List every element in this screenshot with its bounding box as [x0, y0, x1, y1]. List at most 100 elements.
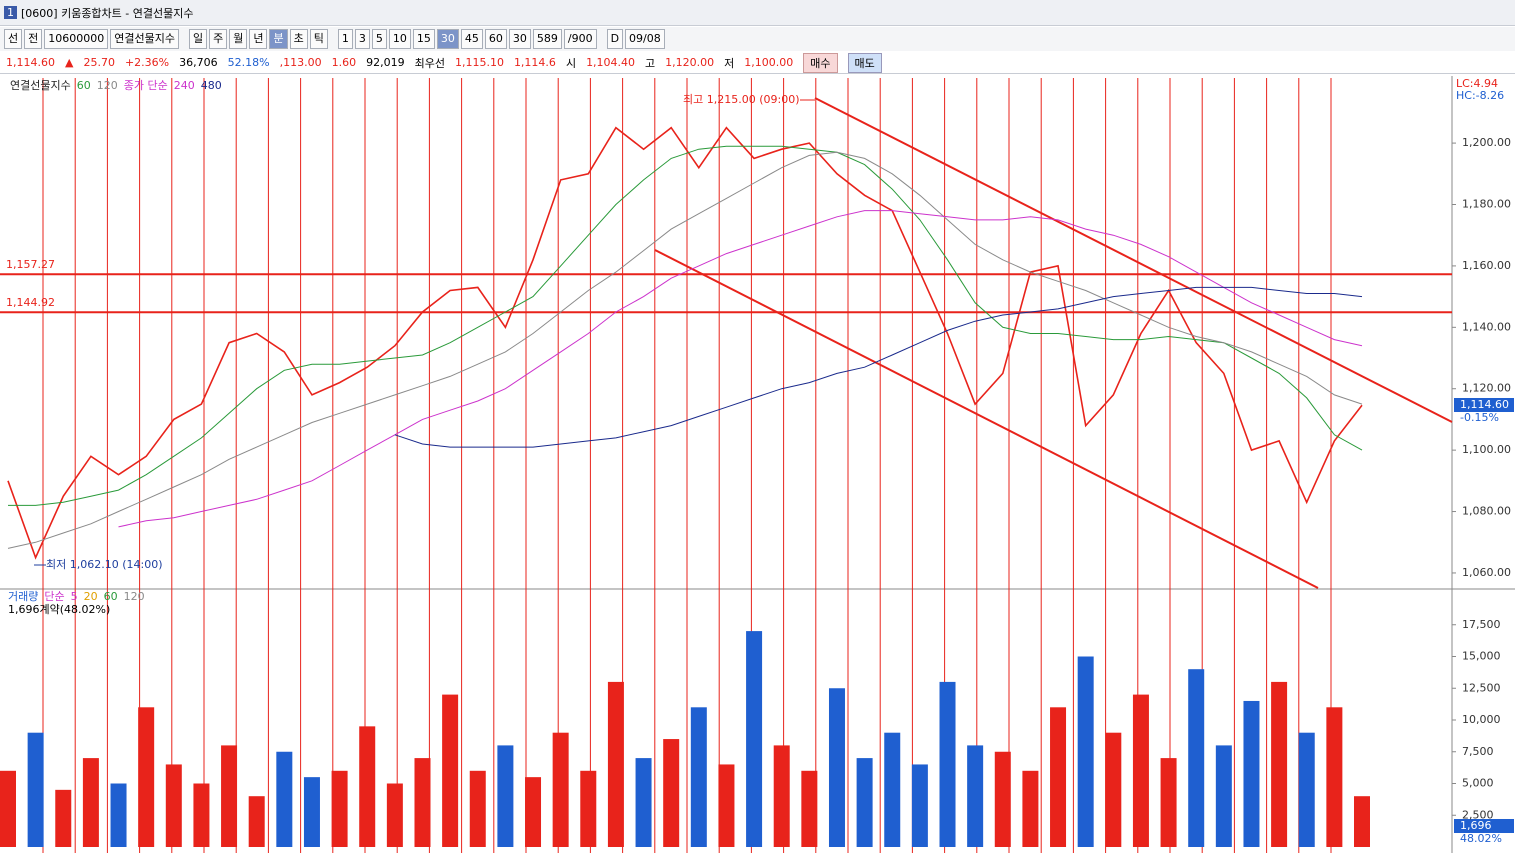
legend-entry: 단순 [44, 590, 64, 603]
volume-bar [994, 751, 1011, 847]
legend-entry: 5 [71, 590, 78, 603]
toolbar-item[interactable]: 15 [412, 29, 435, 49]
y-tick-label: 7,500 [1462, 745, 1494, 758]
volume-bar [386, 783, 403, 847]
y-tick-label: 1,180.00 [1462, 198, 1511, 211]
volume-bar [110, 783, 127, 847]
volume-bar [746, 631, 763, 847]
legend-label: 종가 단순 [124, 79, 168, 92]
toolbar-item[interactable]: /900 [563, 29, 597, 49]
volume-bar [773, 745, 790, 847]
toolbar-item[interactable]: 틱 [309, 29, 328, 49]
rate: +2.36% [124, 56, 170, 69]
volume-bar [1243, 700, 1260, 847]
best-ask: 1,115.10 [454, 56, 504, 69]
toolbar-item[interactable]: 5 [371, 29, 387, 49]
volume-bar [497, 745, 514, 847]
volume-bar [165, 764, 182, 847]
toolbar-item[interactable]: 3 [354, 29, 370, 49]
quote-row: 1,114.60 ▲ 25.70 +2.36% 36,706 52.18% ,1… [0, 52, 1515, 74]
toolbar-item[interactable]: 60 [484, 29, 507, 49]
toolbar-item[interactable]: 주 [209, 29, 228, 49]
title-bar: 1 [0600] 키움종합차트 - 연결선물지수 [0, 0, 1515, 26]
buy-button[interactable]: 매수 [803, 52, 838, 73]
volume-bar [1022, 770, 1039, 847]
volume-bar [331, 770, 348, 847]
volume-bar [27, 732, 44, 847]
toolbar-item[interactable]: 1 [337, 29, 353, 49]
volume-bar [1105, 732, 1122, 847]
volume-bar [856, 758, 873, 847]
toolbar-item[interactable]: 589 [532, 29, 562, 49]
volume-bar [1326, 707, 1343, 847]
legend-entry: 240 [174, 79, 195, 92]
volume-bar [1298, 732, 1315, 847]
volume-bar [469, 770, 486, 847]
y-tick-label: 15,000 [1462, 650, 1501, 663]
toolbar-item[interactable]: 45 [460, 29, 483, 49]
y-tick-label: 1,120.00 [1462, 382, 1511, 395]
toolbar-item[interactable]: 년 [249, 29, 268, 49]
y-tick-label: 5,000 [1462, 777, 1494, 790]
ratio: 52.18% [227, 56, 270, 69]
last-price: 1,114.60 [1460, 398, 1509, 411]
toolbar-item[interactable]: 연결선물지수 [110, 29, 179, 49]
toolbar-item[interactable]: D [606, 29, 624, 49]
toolbar-item[interactable]: 일 [188, 29, 208, 49]
volume-bar [193, 783, 210, 847]
volume-bar [221, 745, 238, 847]
series-line [8, 145, 1363, 506]
y-tick-label: 1,160.00 [1462, 259, 1511, 272]
volume-bar [967, 745, 984, 847]
volume-bar [442, 694, 459, 847]
field: 1.60 [331, 56, 357, 69]
volume-bar [138, 707, 155, 847]
volume-bar [635, 758, 652, 847]
toolbar-item[interactable]: 30 [436, 29, 459, 49]
y-tick-label: 1,140.00 [1462, 320, 1511, 333]
open-interest: 92,019 [366, 56, 405, 69]
y-tick-label: 17,500 [1462, 618, 1501, 631]
volume-bar [1160, 758, 1177, 847]
field: ,113.00 [279, 56, 322, 69]
volume-bar [801, 770, 818, 847]
toolbar-item[interactable]: 09/08 [625, 29, 665, 49]
toolbar-item[interactable]: 10 [388, 29, 411, 49]
series-line [7, 126, 1363, 560]
volume-bar [276, 751, 293, 847]
y-tick-label: 1,080.00 [1462, 505, 1511, 518]
series-line [118, 210, 1363, 528]
legend-entry: 60 [104, 590, 118, 603]
annotation-high: 최고 1,215.00 (09:00) [683, 93, 800, 106]
reference-label: 1,144.92 [6, 296, 55, 309]
y-tick-label: 1,060.00 [1462, 566, 1511, 579]
toolbar-item[interactable]: 분 [269, 29, 288, 49]
y-tick-label: 10,000 [1462, 713, 1501, 726]
label: 시 [565, 56, 577, 70]
sell-button[interactable]: 매도 [847, 52, 882, 73]
toolbar-item[interactable]: 선 [4, 29, 23, 49]
volume-bar [884, 732, 901, 847]
annotation-low: 최저 1,062.10 (14:00) [46, 558, 163, 571]
volume-bar [552, 732, 569, 847]
toolbar-item[interactable]: 월 [229, 29, 248, 49]
volume-bar [248, 796, 265, 847]
volume-bar [1132, 694, 1149, 847]
volume-bar [303, 777, 320, 847]
volume-bar [1271, 681, 1288, 847]
best-bid: 1,114.6 [513, 56, 556, 69]
volume-status: 1,696계약(48.02%) [8, 602, 110, 616]
last-ratio: 48.02% [1460, 832, 1502, 845]
legend-entry: 거래량 [8, 590, 38, 603]
low: 1,100.00 [744, 56, 794, 69]
y-tick-label: 1,200.00 [1462, 136, 1511, 149]
toolbar-item[interactable]: 초 [289, 29, 308, 49]
toolbar-item[interactable]: 전 [24, 29, 43, 49]
toolbar-item[interactable]: 10600000 [44, 29, 109, 49]
trend-line [814, 97, 1453, 423]
last-volume: 1,696 [1460, 819, 1492, 832]
legend-entry: 120 [97, 79, 118, 92]
change: 25.70 [83, 56, 115, 69]
toolbar-item[interactable]: 30 [508, 29, 531, 49]
